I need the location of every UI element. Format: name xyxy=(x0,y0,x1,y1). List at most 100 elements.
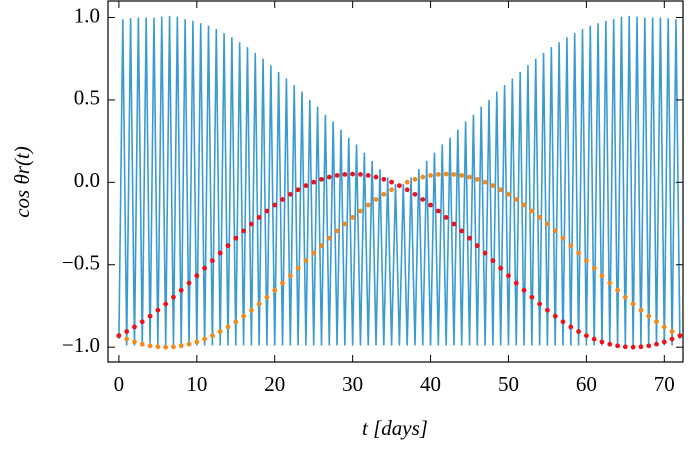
series-point xyxy=(303,183,309,189)
series-point xyxy=(545,307,550,313)
series-point xyxy=(194,339,200,345)
series-point xyxy=(171,294,176,300)
y-axis-label: cos θr(t) xyxy=(10,146,34,218)
series-point xyxy=(389,187,395,193)
series-point xyxy=(163,301,169,307)
series-point xyxy=(513,197,519,202)
series-point xyxy=(599,339,605,345)
series-point xyxy=(124,336,130,342)
series-point xyxy=(280,197,285,202)
series-point xyxy=(490,258,496,264)
series-point xyxy=(326,235,332,241)
series-point xyxy=(638,344,644,350)
y-tick-label: −0.5 xyxy=(62,251,100,275)
x-axis-label: t [days] xyxy=(362,416,428,440)
series-point xyxy=(537,301,543,307)
series-point xyxy=(139,319,145,325)
series-point xyxy=(342,221,348,227)
series-point xyxy=(451,172,457,177)
series-point xyxy=(365,202,371,208)
series-point xyxy=(272,202,278,208)
series-point xyxy=(568,243,574,249)
series-point xyxy=(591,265,597,271)
series-point xyxy=(381,191,387,197)
series-point xyxy=(654,319,659,325)
series-point xyxy=(428,173,433,178)
series-point xyxy=(202,265,208,271)
series-point xyxy=(256,215,262,220)
series-point xyxy=(178,343,184,349)
series-point xyxy=(311,179,317,185)
series-point xyxy=(568,324,574,330)
series-point xyxy=(443,215,449,220)
series-point xyxy=(264,208,270,214)
series-point xyxy=(147,313,153,319)
series-point xyxy=(482,179,488,185)
plot-frame xyxy=(107,0,684,363)
series-point xyxy=(630,344,636,350)
series-point xyxy=(311,250,317,256)
series-point xyxy=(451,221,457,227)
series-point xyxy=(124,329,130,334)
series-point xyxy=(350,215,356,220)
series-point xyxy=(513,280,519,286)
series-point xyxy=(560,235,566,241)
series-point xyxy=(521,202,527,208)
series-point xyxy=(373,197,379,202)
series-point xyxy=(443,171,449,177)
series-point xyxy=(326,174,332,180)
series-point xyxy=(576,329,581,334)
series-point xyxy=(630,301,636,307)
series-point xyxy=(661,339,667,345)
series-point xyxy=(552,313,558,319)
series-point xyxy=(646,343,652,349)
series-point xyxy=(459,173,465,178)
series-point xyxy=(210,333,215,339)
series-point xyxy=(248,221,254,227)
series-point xyxy=(428,202,433,208)
series-point xyxy=(241,228,246,234)
series-point xyxy=(171,344,176,350)
series-point xyxy=(248,307,254,313)
series-point xyxy=(521,287,527,293)
series-point xyxy=(319,176,324,182)
series-point xyxy=(241,313,246,319)
series-point xyxy=(404,179,410,185)
series-point xyxy=(435,208,441,214)
series-point xyxy=(467,174,472,180)
series-point xyxy=(202,336,208,342)
x-tick-label: 70 xyxy=(654,372,675,396)
series-point xyxy=(272,287,278,293)
series-point xyxy=(381,176,387,182)
series-point xyxy=(225,324,231,330)
series-point xyxy=(669,329,675,334)
series-point xyxy=(303,258,309,264)
series-point xyxy=(638,307,644,313)
series-point xyxy=(116,333,122,339)
series-line xyxy=(118,15,681,346)
series-point xyxy=(615,343,620,349)
series-point xyxy=(155,344,161,350)
series-point xyxy=(607,341,613,347)
series-point xyxy=(163,344,169,350)
series-point xyxy=(490,183,496,189)
x-tick-label: 60 xyxy=(576,372,597,396)
series-point xyxy=(560,319,566,325)
series-point xyxy=(373,174,379,180)
y-tick-label: 0.0 xyxy=(74,168,100,192)
series-point xyxy=(287,273,293,279)
series-point xyxy=(467,235,472,241)
series-point xyxy=(583,258,589,264)
x-tick-label: 50 xyxy=(498,372,519,396)
series-point xyxy=(669,336,675,342)
y-tick-label: 1.0 xyxy=(74,3,100,27)
series-point xyxy=(256,301,262,307)
series-point xyxy=(233,235,239,241)
series-point xyxy=(591,336,597,342)
series-point xyxy=(482,250,488,256)
series-point xyxy=(389,179,395,185)
series-point xyxy=(474,243,480,249)
series-point xyxy=(576,250,581,256)
y-tick-label: −1.0 xyxy=(62,333,100,357)
